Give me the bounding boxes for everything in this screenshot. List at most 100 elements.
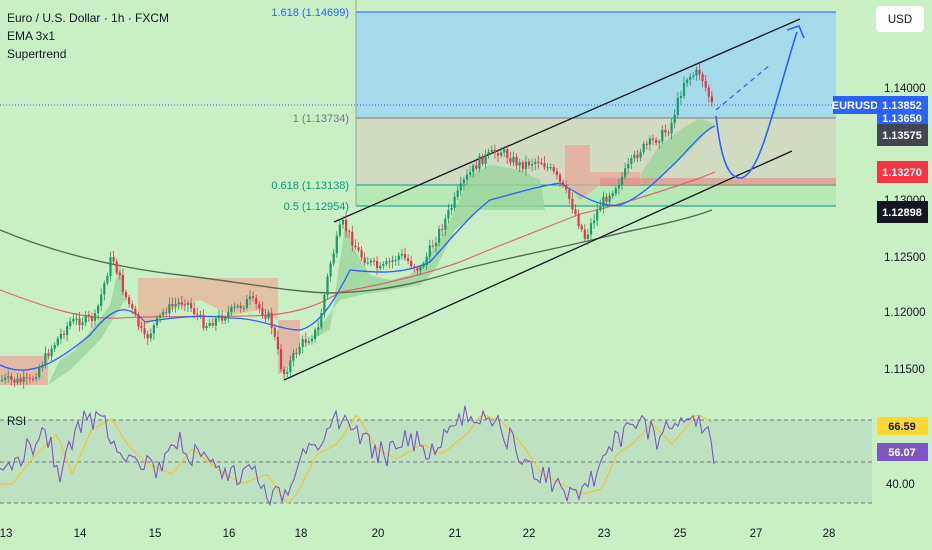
candle-body [469, 172, 472, 175]
ema-dark-badge-value: 1.13575 [882, 130, 922, 142]
supertrend-up-zone-1 [48, 262, 125, 385]
candle-body [425, 256, 428, 266]
candle-body [562, 181, 565, 186]
candle-body [143, 328, 146, 335]
x-tick-27: 27 [750, 528, 763, 540]
candle-body [221, 315, 224, 321]
candle-body [47, 353, 50, 357]
candle-body [602, 196, 605, 207]
candle-body [87, 314, 90, 317]
candle-body [568, 189, 571, 199]
candle-body [692, 75, 695, 77]
candle-body [658, 141, 661, 143]
candle-body [323, 294, 326, 314]
candle-body [363, 257, 366, 264]
candle-body [115, 261, 118, 273]
candle-body [707, 87, 710, 97]
candle-body [50, 348, 53, 357]
candle-body [515, 156, 518, 166]
candle-body [230, 307, 233, 313]
candle-body [639, 152, 642, 158]
candle-body [596, 210, 599, 221]
time-axis-bg [0, 518, 932, 550]
candle-body [670, 122, 673, 134]
candle-body [689, 76, 692, 80]
candle-body [59, 333, 62, 339]
candle-body [140, 326, 143, 329]
candle-body [152, 325, 155, 334]
candle-body [512, 156, 515, 163]
candle-body [710, 96, 713, 103]
candle-body [586, 234, 589, 239]
candle-body [183, 304, 186, 306]
candle-body [118, 272, 121, 275]
candle-body [701, 74, 704, 81]
candle-body [159, 315, 162, 318]
currency-label: USD [888, 14, 912, 26]
projection-curve [715, 31, 798, 179]
candle-body [345, 219, 348, 232]
candle-body [682, 83, 686, 96]
chart-legend[interactable]: Euro / U.S. Dollar · 1h · FXCM EMA 3x1 S… [7, 9, 169, 63]
candle-body [413, 266, 416, 269]
candle-body [242, 307, 245, 309]
ema-black-badge-value: 1.12898 [882, 207, 922, 219]
candle-body [62, 333, 66, 335]
symbol-badge: EURUSD 1.13852 [832, 96, 928, 114]
candle-body [447, 209, 450, 219]
x-tick-20: 20 [372, 528, 385, 540]
indicator-ema[interactable]: EMA 3x1 [7, 29, 56, 43]
y-tick-6: 1.11500 [884, 364, 925, 376]
candle-body [369, 260, 372, 263]
currency-button[interactable]: USD [876, 6, 924, 32]
y-tick-5: 1.12000 [884, 307, 926, 319]
candle-body [279, 349, 283, 370]
candle-body [444, 218, 447, 230]
currency-button-bg[interactable] [876, 6, 924, 32]
candle-body [403, 253, 407, 259]
candle-body [236, 305, 239, 307]
x-tick-14: 14 [74, 528, 87, 540]
candle-body [28, 377, 31, 379]
candle-body [394, 259, 397, 261]
candle-body [484, 154, 487, 164]
candle-body [397, 255, 400, 260]
candle-body [351, 231, 354, 246]
candle-body [90, 316, 93, 321]
supertrend-up-zone-3 [640, 118, 715, 185]
ema-red-badge-value: 1.13270 [882, 167, 922, 179]
candle-body [10, 376, 13, 380]
candle-body [388, 261, 391, 263]
indicator-supertrend[interactable]: Supertrend [7, 47, 67, 61]
candle-body [416, 268, 419, 271]
candle-body [636, 154, 639, 158]
candle-body [16, 378, 19, 383]
candle-body [289, 360, 292, 373]
candle-body [475, 165, 478, 169]
candle-body [571, 198, 574, 210]
candle-body [227, 312, 230, 319]
candle-body [341, 219, 345, 225]
candle-body [286, 372, 289, 374]
candle-body [391, 260, 394, 263]
ema-dark-badge-bg [877, 124, 928, 146]
symbol-title[interactable]: Euro / U.S. Dollar · 1h · FXCM [7, 11, 170, 25]
candle-body [481, 155, 484, 164]
candle-body [276, 336, 279, 350]
candle-body [661, 129, 664, 142]
candle-body [704, 80, 707, 88]
x-tick-21: 21 [449, 528, 462, 540]
candle-body [177, 302, 180, 305]
candle-body [524, 161, 527, 169]
candle-body [41, 365, 44, 368]
candle-body [66, 326, 69, 335]
candle-body [134, 308, 137, 315]
candle-body [593, 220, 596, 224]
time-axis[interactable]: 13 14 15 16 17 18 20 21 22 23 24 25 27 2… [0, 518, 932, 550]
candle-body [180, 302, 183, 305]
candle-body [583, 229, 586, 239]
fib-zone-low [356, 185, 836, 206]
candle-body [137, 314, 140, 327]
candle-body [348, 231, 351, 233]
